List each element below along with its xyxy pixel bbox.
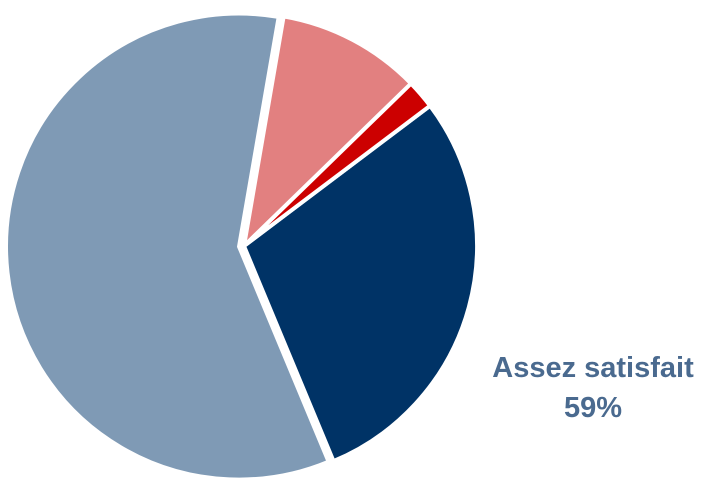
- pie-slice-assez-satisfait: [4, 11, 331, 478]
- pie-slice-1: [242, 103, 479, 464]
- pie-slices: [4, 11, 479, 478]
- pie-slice-4: [242, 81, 433, 248]
- slice-label-name: Assez satisfait: [492, 352, 694, 384]
- pie-slice-3: [242, 14, 414, 248]
- slice-label-assez-satisfait: Assez satisfait 59%: [478, 348, 708, 428]
- slice-label-value: 59%: [563, 392, 623, 424]
